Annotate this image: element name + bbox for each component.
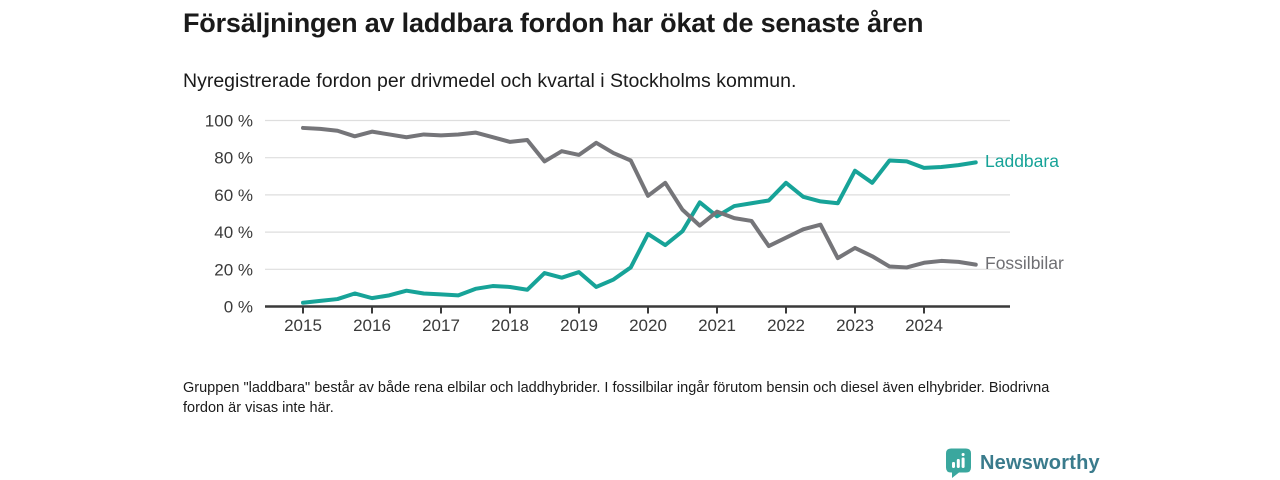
newsworthy-logo: Newsworthy [945,447,1100,479]
y-axis-tick-label: 40 % [214,223,253,242]
newsworthy-logo-icon [946,448,971,478]
newsworthy-logo-text: Newsworthy [980,451,1100,474]
legend-label-fossilbilar: Fossilbilar [985,253,1064,273]
x-axis-tick-label: 2023 [836,316,874,335]
y-axis-tick-label: 100 % [205,112,253,131]
y-axis-tick-label: 60 % [214,186,253,205]
y-axis-tick-label: 80 % [214,149,253,168]
x-axis-tick-label: 2021 [698,316,736,335]
chart-subtitle: Nyregistrerade fordon per drivmedel och … [183,70,797,92]
chart-footnote: Gruppen "laddbara" består av både rena e… [183,380,1050,416]
y-axis-tick-label: 0 % [224,298,253,317]
legend-label-laddbara: Laddbara [985,151,1059,171]
x-axis-tick-label: 2017 [422,316,460,335]
series-line-fossilbilar [301,125,978,270]
x-axis-tick-label: 2020 [629,316,667,335]
page-title: Försäljningen av laddbara fordon har öka… [183,8,924,38]
x-axis-tick-label: 2024 [905,316,943,335]
y-axis-tick-label: 20 % [214,260,253,279]
series-line-laddbara [301,158,978,305]
x-axis-tick-label: 2016 [353,316,391,335]
x-axis-tick-label: 2022 [767,316,805,335]
x-axis-tick-label: 2019 [560,316,598,335]
x-axis-tick-label: 2018 [491,316,529,335]
x-axis-tick-label: 2015 [284,316,322,335]
